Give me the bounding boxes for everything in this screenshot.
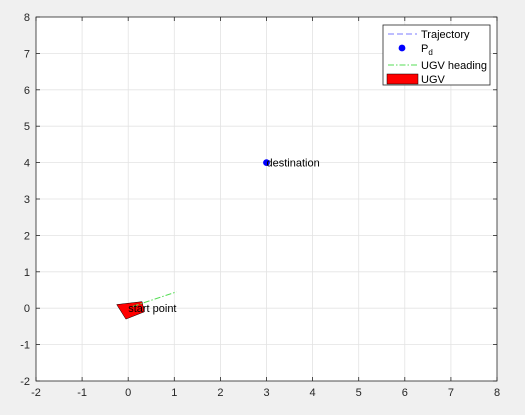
y-tick-label: 1 — [24, 267, 30, 279]
x-tick-label: 7 — [448, 387, 454, 399]
destination-label: destination — [267, 158, 320, 170]
x-tick-label: 0 — [125, 387, 131, 399]
legend-entry-subscript: d — [428, 48, 432, 57]
y-tick-label: -2 — [20, 376, 30, 388]
x-tick-label: 2 — [217, 387, 223, 399]
legend-entry-label: UGV — [421, 74, 446, 86]
legend-swatch-pd — [399, 45, 406, 52]
legend-swatch-ugv — [387, 74, 418, 84]
x-tick-label: 8 — [494, 387, 500, 399]
legend-entry-label: UGV heading — [421, 60, 487, 72]
y-tick-label: 6 — [24, 85, 30, 97]
y-tick-label: 4 — [24, 158, 30, 170]
y-tick-label: 8 — [24, 12, 30, 24]
y-tick-label: 5 — [24, 121, 30, 133]
legend-entry-label: Trajectory — [421, 29, 470, 41]
start-point-label: start point — [128, 303, 176, 315]
x-tick-label: 6 — [402, 387, 408, 399]
x-tick-label: 3 — [263, 387, 269, 399]
x-tick-label: 5 — [356, 387, 362, 399]
y-tick-label: 3 — [24, 194, 30, 206]
x-tick-label: 4 — [310, 387, 316, 399]
y-tick-label: -1 — [20, 340, 30, 352]
y-tick-label: 7 — [24, 48, 30, 60]
y-tick-label: 0 — [24, 303, 30, 315]
x-tick-label: -1 — [77, 387, 87, 399]
x-tick-label: 1 — [171, 387, 177, 399]
y-tick-label: 2 — [24, 230, 30, 242]
x-tick-label: -2 — [31, 387, 41, 399]
